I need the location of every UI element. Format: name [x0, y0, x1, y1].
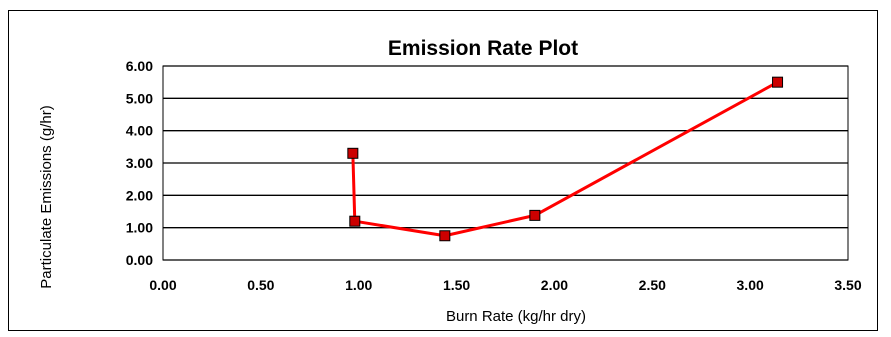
x-axis-ticks: 0.00 0.50 1.00 1.50 2.00 2.50 3.00 3.50	[149, 277, 861, 293]
y-tick-label: 3.00	[126, 155, 153, 171]
data-point-marker	[439, 230, 451, 242]
chart-frame	[8, 10, 878, 331]
series-layer	[347, 76, 784, 242]
y-tick-label: 1.00	[126, 220, 153, 236]
plot-area	[162, 65, 849, 261]
x-tick-label: 0.00	[149, 277, 176, 293]
y-axis-ticks: 0.00 1.00 2.00 3.00 4.00 5.00 6.00	[126, 58, 153, 268]
data-point-marker	[529, 209, 541, 221]
x-axis-label: Burn Rate (kg/hr dry)	[446, 308, 586, 325]
x-tick-label: 2.00	[541, 277, 568, 293]
data-point-marker	[772, 76, 784, 88]
x-tick-label: 3.00	[737, 277, 764, 293]
series-line	[351, 80, 779, 238]
y-tick-label: 5.00	[126, 90, 153, 106]
x-tick-label: 0.50	[247, 277, 274, 293]
data-point-marker	[349, 215, 361, 227]
x-tick-label: 1.00	[345, 277, 372, 293]
x-tick-label: 3.50	[834, 277, 861, 293]
grid-lines	[163, 65, 848, 261]
x-tick-label: 2.50	[639, 277, 666, 293]
y-tick-label: 2.00	[126, 187, 153, 203]
chart-title: Emission Rate Plot	[388, 37, 578, 60]
y-tick-label: 6.00	[126, 58, 153, 74]
y-axis-label: Particulate Emissions (g/hr)	[38, 105, 55, 288]
y-tick-label: 4.00	[126, 123, 153, 139]
data-point-marker	[347, 147, 359, 159]
y-tick-label: 0.00	[126, 252, 153, 268]
x-tick-label: 1.50	[443, 277, 470, 293]
